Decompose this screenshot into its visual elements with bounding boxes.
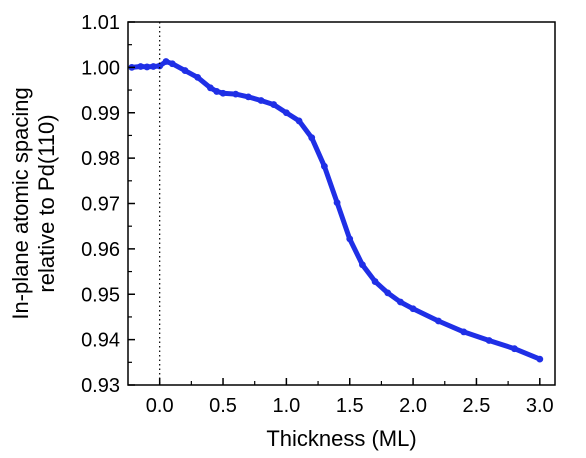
x-tick-label: 0.5 (209, 395, 237, 417)
y-tick-label: 0.96 (81, 239, 120, 261)
data-point (295, 117, 303, 125)
data-point (137, 63, 145, 70)
data-point (232, 90, 240, 98)
data-point (435, 317, 442, 325)
y-tick-label: 0.95 (81, 284, 120, 306)
data-point (346, 235, 354, 243)
y-tick-label: 0.93 (81, 375, 120, 397)
data-point (511, 345, 518, 353)
data-point (194, 73, 202, 81)
data-point (359, 261, 366, 269)
x-tick-label: 1.5 (336, 395, 364, 417)
x-tick-label: 3.0 (526, 395, 554, 417)
data-point (409, 305, 417, 313)
x-axis-label: Thickness (ML) (266, 426, 416, 451)
y-tick-label: 0.99 (81, 103, 120, 125)
data-point (270, 101, 278, 108)
data-point (219, 89, 227, 97)
data-point (333, 199, 341, 206)
x-tick-label: 1.0 (272, 395, 300, 417)
data-point (460, 328, 468, 336)
data-point (244, 93, 252, 101)
data-point (320, 162, 328, 170)
y-tick-label: 0.94 (81, 330, 120, 352)
data-point (384, 289, 392, 297)
y-tick-label: 1.00 (81, 57, 120, 79)
data-point (308, 134, 316, 142)
y-axis-label-line-2: relative to Pd(110) (34, 114, 59, 292)
y-tick-label: 0.98 (81, 148, 120, 170)
data-point (282, 109, 290, 117)
y-tick-label: 0.97 (81, 194, 120, 216)
data-point (536, 355, 544, 363)
y-axis: 0.93 0.94 0.95 0.96 0.97 0.98 0.99 1.00 1.01 (81, 12, 135, 397)
data-point (149, 63, 157, 70)
data-point (162, 58, 170, 65)
x-tick-label: 2.0 (399, 395, 427, 417)
data-point (213, 88, 221, 95)
x-axis: 0.0 0.5 1.0 1.5 2.0 2.5 3.0 (146, 378, 554, 417)
y-tick-label: 1.01 (81, 12, 120, 34)
data-point (156, 62, 164, 70)
data-marks (128, 58, 544, 363)
data-point (181, 67, 189, 74)
x-tick-label: 2.5 (463, 395, 491, 417)
data-point (371, 278, 379, 285)
y-axis-label-line-1: In-plane atomic spacing (8, 87, 33, 319)
data-point (397, 298, 404, 306)
x-tick-label: 0.0 (146, 395, 174, 417)
data-point (143, 63, 151, 71)
series-curve (129, 59, 543, 362)
data-point (206, 84, 214, 92)
data-point (257, 97, 265, 104)
data-point (485, 337, 493, 344)
data-point (168, 60, 176, 68)
